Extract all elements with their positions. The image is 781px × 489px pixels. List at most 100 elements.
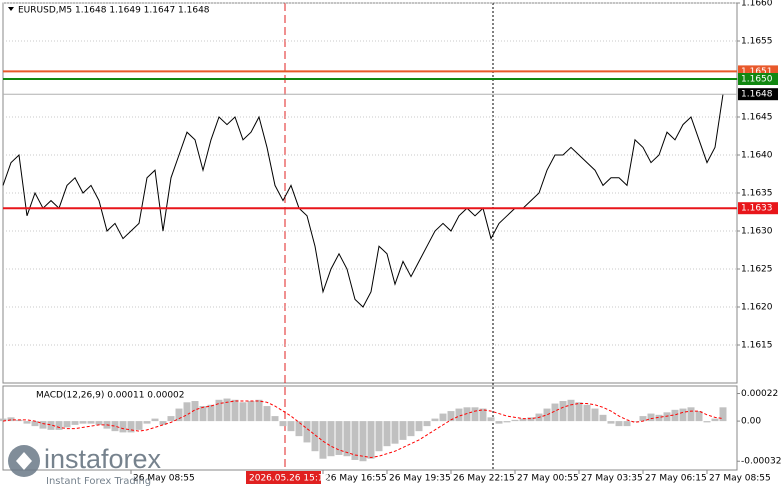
macd-bar: [423, 421, 431, 427]
watermark-tagline: Instant Forex Trading: [46, 476, 151, 487]
macd-bar: [575, 402, 583, 422]
level-label-bg: [738, 202, 778, 215]
macd-panel: [2, 385, 738, 471]
level-label-bg: [738, 73, 778, 85]
macd-bar: [359, 421, 367, 462]
macd-bar: [183, 402, 191, 422]
macd-bar: [311, 421, 319, 452]
macd-bar: [599, 414, 607, 422]
macd-bar: [167, 416, 175, 422]
macd-bar: [583, 404, 591, 422]
macd-bar: [527, 417, 535, 422]
macd-bar: [671, 409, 679, 422]
level-label: 1.1648: [741, 90, 773, 100]
macd-bar: [199, 406, 207, 422]
macd-bar: [111, 421, 119, 432]
macd-bar: [463, 407, 471, 422]
y-tick-label: 1.1625: [741, 265, 773, 275]
macd-bar: [655, 414, 663, 422]
x-tick-label: 26 May 16:55: [325, 474, 387, 484]
macd-bar: [383, 421, 391, 447]
macd-bar: [327, 421, 335, 457]
watermark-icon-mark: [16, 452, 32, 470]
x-tick-label: 27 May 03:35: [581, 474, 643, 484]
title-marker: [8, 7, 14, 11]
macd-bar: [615, 421, 623, 427]
macd-bar: [719, 407, 727, 422]
macd-bar: [679, 408, 687, 422]
macd-bar: [511, 419, 519, 422]
macd-bar: [335, 421, 343, 455]
macd-bar: [207, 404, 215, 422]
x-tick-label: 26 May 08:55: [133, 474, 195, 484]
macd-bar: [487, 417, 495, 422]
y-tick-label: 1.1635: [741, 189, 773, 199]
macd-bar: [639, 416, 647, 422]
macd-bar: [471, 407, 479, 422]
macd-bar: [247, 401, 255, 422]
macd-bar: [71, 421, 79, 425]
macd-bar: [367, 421, 375, 459]
macd-bar: [431, 418, 439, 422]
macd-bar: [95, 421, 103, 425]
y-tick-label: 1.1630: [741, 227, 773, 237]
macd-bar: [391, 421, 399, 444]
macd-title: MACD(12,26,9) 0.00011 0.00002: [36, 391, 185, 401]
macd-bar: [319, 421, 327, 459]
y-tick-label: 1.1615: [741, 341, 773, 351]
macd-bar: [55, 421, 63, 430]
x-tick-label: 27 May 06:15: [645, 474, 707, 484]
watermark-brand: instaforex: [44, 444, 162, 474]
level-label: 1.1650: [741, 75, 773, 85]
macd-bar: [135, 421, 143, 430]
macd-bar: [255, 399, 263, 422]
y-tick-label: 1.1660: [741, 0, 773, 9]
macd-bar: [175, 408, 183, 422]
macd-bar: [127, 421, 135, 433]
macd-bar: [543, 408, 551, 422]
macd-bar: [703, 421, 711, 423]
macd-bar: [647, 413, 655, 422]
watermark: instaforex Instant Forex Trading: [8, 444, 162, 487]
macd-bar: [399, 421, 407, 440]
level-label: 1.1651: [741, 67, 773, 77]
macd-bar: [559, 401, 567, 422]
y-tick-label: 1.1620: [741, 303, 773, 313]
macd-bar: [567, 399, 575, 422]
level-label-bg: [738, 88, 778, 101]
macd-bar: [415, 421, 423, 432]
macd-bar: [407, 421, 415, 437]
price-line: [2, 94, 724, 308]
macd-bar: [119, 421, 127, 433]
macd-bar: [623, 421, 631, 427]
macd-bar: [0, 418, 7, 422]
macd-bar: [39, 421, 47, 429]
macd-bar: [87, 421, 95, 424]
x-tick-label: 27 May 00:55: [517, 474, 579, 484]
macd-bar: [143, 421, 151, 424]
macd-bar: [591, 408, 599, 422]
y-tick-label: 1.1655: [741, 37, 773, 47]
macd-bar: [695, 411, 703, 422]
chart-title: EURUSD,M5 1.1648 1.1649 1.1647 1.1648: [18, 6, 210, 16]
crosshair-label: 2026.05.26 15:15: [249, 474, 329, 484]
macd-bar: [519, 418, 527, 422]
macd-bar: [343, 421, 351, 457]
macd-bar: [447, 411, 455, 422]
macd-bar: [295, 421, 303, 437]
y-tick-label: -0.00032: [741, 457, 781, 467]
macd-bar: [191, 401, 199, 422]
macd-bar: [663, 412, 671, 422]
y-tick-label: 0.00: [741, 417, 761, 427]
macd-bar: [279, 421, 287, 427]
y-tick-label: 0.00022: [741, 389, 778, 399]
macd-bar: [439, 413, 447, 422]
level-label: 1.1633: [741, 204, 773, 214]
macd-bar: [151, 418, 159, 422]
macd-bar: [263, 406, 271, 422]
macd-bar: [79, 421, 87, 424]
y-tick-label: 1.1645: [741, 113, 773, 123]
macd-bar: [495, 421, 503, 424]
